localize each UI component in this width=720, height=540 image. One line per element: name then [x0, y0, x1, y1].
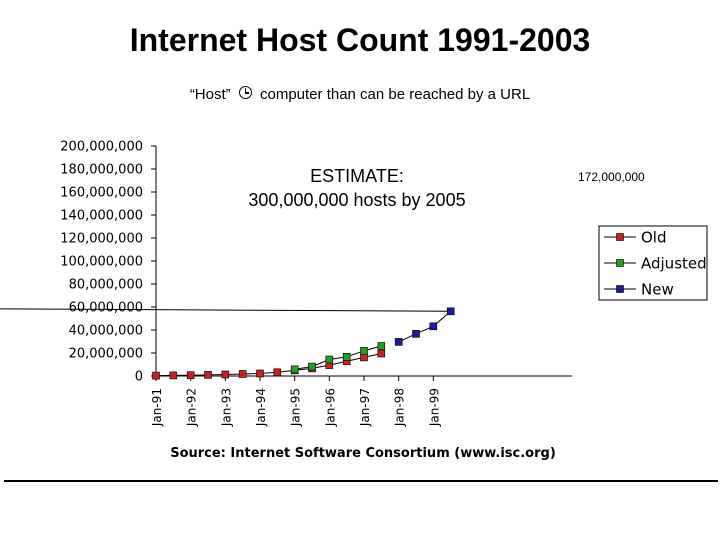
y-tick-label: 40,000,000	[69, 324, 143, 339]
x-tick-label: Jan-97	[358, 388, 372, 427]
data-point-adjusted	[290, 365, 299, 374]
data-point-old	[273, 368, 282, 377]
y-tick-label: 120,000,000	[60, 232, 143, 247]
series-line-adjusted	[294, 345, 382, 370]
x-tick-label: Jan-99	[427, 388, 441, 427]
x-tick-label: Jan-93	[219, 388, 233, 427]
y-axis-ticks: 0 20,000,000 40,000,000 60,000,000 80,000,00…	[60, 140, 156, 385]
y-tick-label: 0	[135, 370, 143, 385]
y-tick-label: 200,000,000	[60, 140, 143, 155]
data-point-old	[256, 369, 264, 378]
legend-label-old: Old	[641, 229, 667, 247]
subtitle-definition: computer than can be reached by a URL	[260, 86, 531, 103]
legend: Old Adjusted New	[598, 225, 708, 301]
x-tick-label: Jan-94	[254, 388, 268, 427]
series-line-new	[0, 308, 453, 343]
data-point-old	[204, 371, 212, 379]
y-tick-label: 100,000,000	[60, 255, 143, 270]
subtitle-host-term: “Host”	[189, 86, 231, 103]
legend-marker-new	[616, 285, 624, 293]
y-tick-label: 180,000,000	[60, 163, 143, 178]
data-point-adjusted	[308, 362, 316, 371]
bottom-divider	[4, 480, 718, 482]
chart-title: Internet Host Count 1991-2003	[129, 22, 591, 58]
data-point-old	[238, 370, 247, 378]
y-tick-label: 160,000,000	[60, 186, 143, 201]
estimate-text: 300,000,000 hosts by 2005	[248, 190, 465, 210]
x-tick-label: Jan-98	[393, 388, 407, 427]
estimate-heading: ESTIMATE:	[310, 166, 404, 186]
series-group	[0, 307, 455, 380]
data-point-old	[152, 371, 160, 380]
legend-label-new: New	[641, 281, 674, 299]
data-point-adjusted	[377, 342, 386, 350]
x-axis-label: Source: Internet Software Consortium (ww…	[170, 446, 556, 461]
end-value-label: 172,000,000	[578, 170, 645, 184]
legend-marker-old	[616, 233, 624, 241]
x-axis-ticks: Jan-91 Jan-92 Jan-93 Jan-94 Jan-95 Jan-96 Jan-…	[150, 376, 441, 427]
x-tick-label: Jan-92	[185, 388, 199, 427]
legend-label-adjusted: Adjusted	[641, 255, 707, 273]
data-point-old	[186, 371, 195, 380]
data-point-new	[412, 329, 420, 338]
x-tick-label: Jan-91	[150, 388, 164, 427]
data-point-old	[377, 349, 386, 358]
data-point-old	[221, 370, 230, 379]
data-point-old	[169, 371, 178, 380]
data-point-adjusted	[325, 355, 334, 364]
data-point-adjusted	[360, 347, 368, 355]
x-tick-label: Jan-95	[289, 388, 303, 427]
data-point-new	[446, 307, 455, 316]
y-tick-label: 140,000,000	[60, 209, 143, 224]
data-point-old	[360, 353, 368, 362]
data-point-new	[394, 338, 403, 346]
data-point-new	[429, 322, 438, 331]
chart-subtitle: “Host” computer than can be reached by a…	[0, 86, 720, 103]
legend-marker-adjusted	[616, 259, 624, 267]
data-point-adjusted	[342, 352, 351, 361]
y-tick-label: 60,000,000	[69, 301, 143, 316]
x-tick-label: Jan-96	[323, 388, 337, 427]
y-tick-label: 20,000,000	[69, 347, 143, 362]
y-tick-label: 80,000,000	[69, 278, 143, 293]
clock-icon	[238, 86, 252, 99]
